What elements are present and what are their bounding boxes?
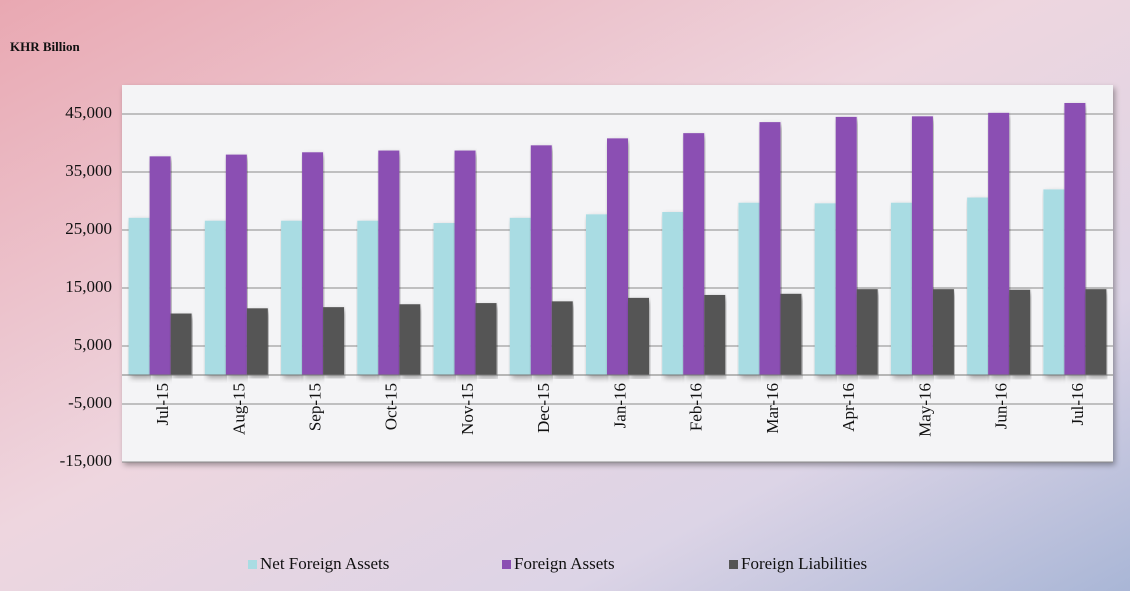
x-tick-label: Mar-16 xyxy=(763,383,782,434)
bar xyxy=(323,307,345,375)
bar xyxy=(814,203,836,375)
bar xyxy=(551,301,573,375)
bar xyxy=(1085,289,1107,375)
x-tick-label: May-16 xyxy=(915,383,934,437)
bar xyxy=(607,138,628,375)
y-tick-label: -5,000 xyxy=(68,393,112,412)
bar xyxy=(246,308,268,375)
bar xyxy=(399,304,421,375)
bar xyxy=(170,313,192,375)
x-tick-label: Dec-15 xyxy=(534,383,553,433)
bar xyxy=(509,217,531,375)
legend-swatch xyxy=(729,560,738,569)
bar xyxy=(454,150,476,375)
bar xyxy=(683,133,705,375)
x-tick-label: Oct-15 xyxy=(382,383,401,430)
bar xyxy=(1043,189,1065,375)
bar xyxy=(128,217,150,375)
legend-label: Net Foreign Assets xyxy=(260,554,389,573)
bar xyxy=(932,289,954,375)
bar xyxy=(835,116,857,376)
bar xyxy=(1009,289,1031,375)
y-tick-label: -15,000 xyxy=(60,451,112,470)
x-tick-label: Feb-16 xyxy=(687,383,706,431)
bar xyxy=(662,212,684,375)
bar xyxy=(856,289,878,375)
y-tick-label: 35,000 xyxy=(65,161,112,180)
bar xyxy=(281,220,303,375)
bar xyxy=(911,116,933,375)
legend-swatch xyxy=(502,560,511,569)
x-tick-label: Nov-15 xyxy=(458,383,477,435)
bar xyxy=(302,152,324,375)
bar xyxy=(530,145,552,375)
legend-swatch xyxy=(248,560,257,569)
bar xyxy=(738,202,760,375)
bar xyxy=(225,154,247,375)
y-tick-label: 25,000 xyxy=(65,219,112,238)
bar xyxy=(204,220,226,375)
y-tick-label: 45,000 xyxy=(65,103,112,122)
bar xyxy=(988,112,1010,375)
legend-label: Foreign Liabilities xyxy=(741,554,867,573)
bar xyxy=(967,197,989,375)
bar xyxy=(433,223,455,375)
bar xyxy=(628,297,649,375)
bar xyxy=(378,150,400,375)
y-axis-label: KHR Billion xyxy=(10,39,80,54)
x-tick-label: Aug-15 xyxy=(229,383,248,435)
y-tick-label: 5,000 xyxy=(74,335,112,354)
bar xyxy=(149,156,171,375)
bar xyxy=(1064,102,1086,375)
legend-label: Foreign Assets xyxy=(514,554,615,573)
bar xyxy=(704,294,726,375)
x-tick-label: Jun-16 xyxy=(992,383,1011,429)
bar xyxy=(890,202,912,375)
bar xyxy=(586,214,607,375)
x-tick-label: Sep-15 xyxy=(305,383,324,431)
bar xyxy=(780,293,802,375)
x-tick-label: Jan-16 xyxy=(610,383,629,428)
bar xyxy=(357,220,379,375)
bar xyxy=(759,122,781,376)
x-tick-label: Jul-15 xyxy=(153,383,172,426)
x-tick-label: Jul-16 xyxy=(1068,383,1087,426)
x-tick-label: Apr-16 xyxy=(839,383,858,432)
y-tick-label: 15,000 xyxy=(65,277,112,296)
bar xyxy=(475,303,497,375)
